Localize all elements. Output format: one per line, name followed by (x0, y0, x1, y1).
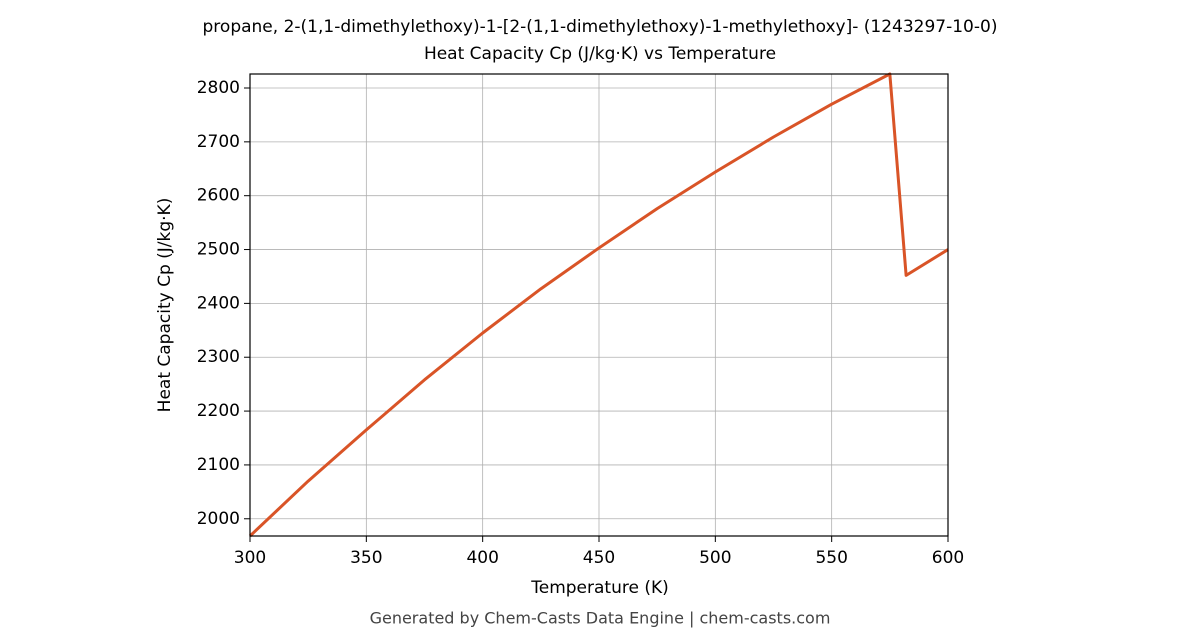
x-tick-label: 400 (466, 548, 498, 568)
plot-frame (249, 73, 949, 537)
y-tick-label: 2400 (197, 293, 240, 313)
x-tick-label: 300 (234, 548, 266, 568)
data-line (248, 72, 949, 538)
y-tick-label: 2000 (197, 509, 240, 529)
y-tick-label: 2800 (197, 78, 240, 98)
x-tick-label: 350 (350, 548, 382, 568)
x-tick-label: 450 (583, 548, 615, 568)
y-tick-label: 2100 (197, 455, 240, 475)
y-tick-label: 2700 (197, 132, 240, 152)
chart-subtitle: Heat Capacity Cp (J/kg·K) vs Temperature (424, 44, 776, 64)
x-tick-label: 550 (815, 548, 847, 568)
x-tick-label: 500 (699, 548, 731, 568)
x-axis-label: Temperature (K) (530, 578, 669, 598)
x-tick-label: 600 (932, 548, 964, 568)
y-axis-label: Heat Capacity Cp (J/kg·K) (155, 198, 175, 413)
y-tick-label: 2500 (197, 240, 240, 260)
y-tick-label: 2200 (197, 401, 240, 421)
chart-title: propane, 2-(1,1-dimethylethoxy)-1-[2-(1,… (203, 17, 998, 37)
y-tick-label: 2300 (197, 347, 240, 367)
footer: Generated by Chem-Casts Data Engine | ch… (370, 609, 831, 628)
y-tick-label: 2600 (197, 186, 240, 206)
